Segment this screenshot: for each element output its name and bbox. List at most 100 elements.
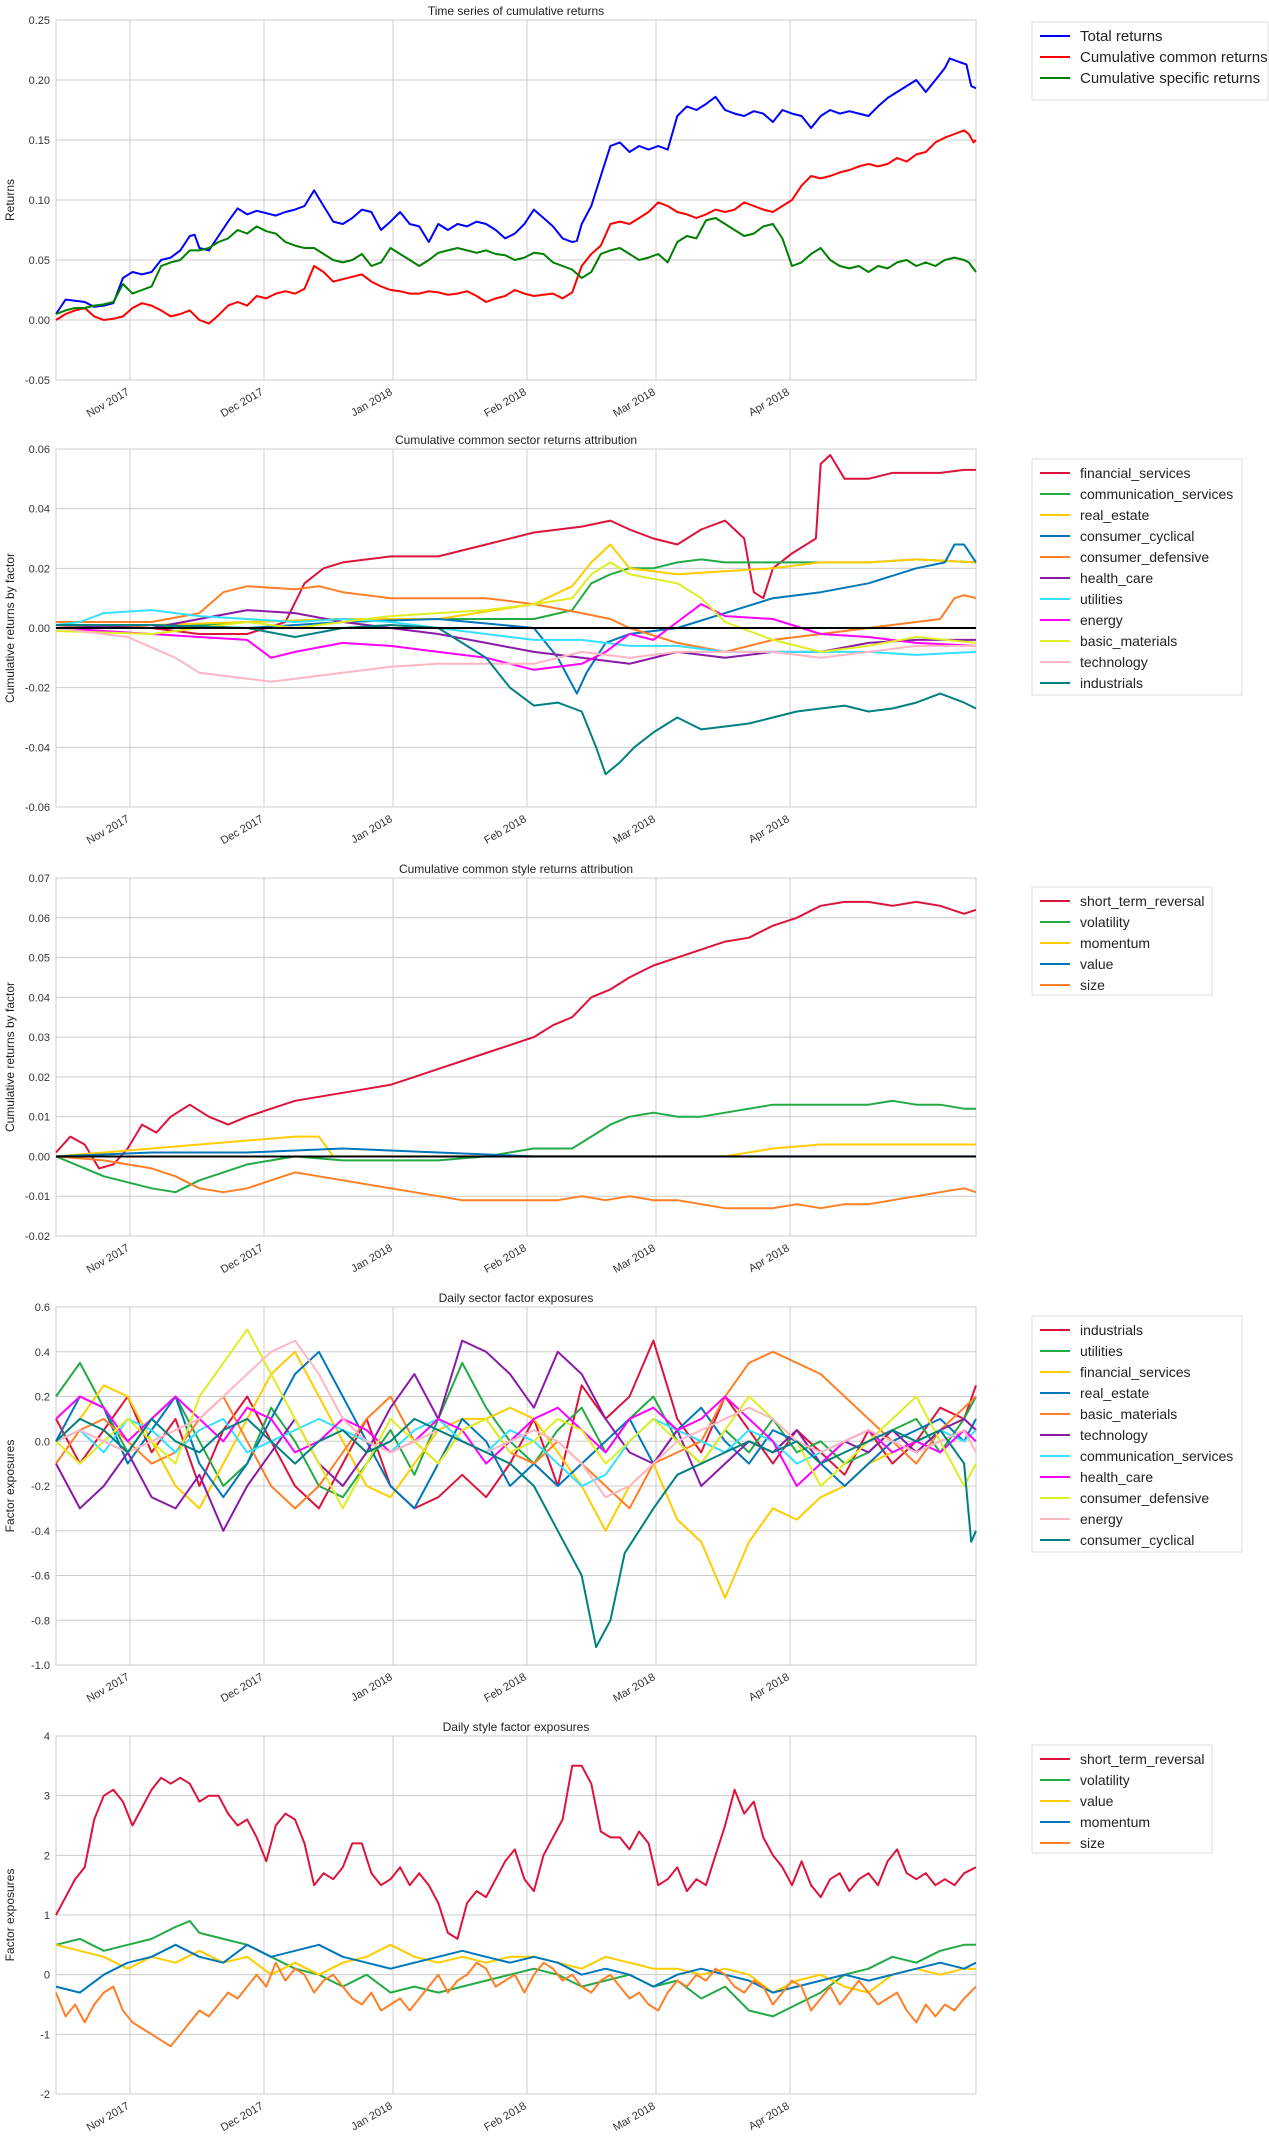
series-line-utilities [55, 609, 977, 656]
legend: Total returns Cumulative common returns Cu… [1031, 21, 1269, 101]
x-tick-label: Mar 2018 [611, 386, 657, 420]
y-tick-label: 0.4 [35, 1347, 50, 1359]
legend-label: volatility [1080, 1772, 1130, 1788]
chart-panel-2: -0.06 -0.04 -0.02 0.00 0.02 0.04 0.06 Nov 2017 D… [3, 433, 1243, 847]
series-line-volatility [55, 1099, 976, 1194]
y-tick-label: 0.0 [35, 1436, 50, 1448]
legend: financial_services communication_services… [1031, 458, 1243, 696]
y-tick-label: -0.06 [25, 802, 50, 814]
y-tick-label: 0 [44, 1970, 50, 1982]
legend-label: consumer_cyclical [1080, 1532, 1194, 1548]
x-tick-label: Jan 2018 [349, 1242, 394, 1275]
series-line-energy [55, 1339, 977, 1499]
y-tick-label: -0.02 [25, 1231, 50, 1243]
x-tick-label: Nov 2017 [85, 1242, 132, 1276]
x-tick-label: Nov 2017 [85, 2100, 132, 2134]
x-tick-label: Nov 2017 [85, 386, 132, 420]
x-tick-label: Dec 2017 [219, 1242, 266, 1276]
series-line-consumer-defensive [55, 1328, 977, 1510]
x-tick-label: Jan 2018 [349, 1671, 394, 1704]
series-line-short-term-reversal [55, 1764, 977, 1940]
chart-title: Daily sector factor exposures [439, 1291, 594, 1305]
y-tick-label: 0.02 [29, 563, 50, 575]
y-tick-label: 1 [44, 1910, 50, 1922]
legend-box [1031, 1315, 1243, 1553]
legend-label: communication_services [1080, 486, 1233, 502]
legend: short_term_reversal volatility value moment… [1031, 1744, 1213, 1854]
series-line-technology [55, 627, 976, 683]
y-axis-label: Factor exposures [3, 1440, 17, 1533]
x-tick-label: Dec 2017 [219, 813, 266, 847]
legend-label: short_term_reversal [1080, 1751, 1205, 1767]
series-line-size [55, 1961, 977, 2048]
y-tick-label: 0.20 [29, 75, 50, 87]
x-tick-label: Feb 2018 [482, 2100, 528, 2134]
legend-label: real_estate [1080, 1385, 1149, 1401]
x-tick-label: Feb 2018 [482, 813, 528, 847]
legend-label: Cumulative common returns [1080, 49, 1268, 66]
chart-title: Cumulative common sector returns attribu… [395, 433, 637, 447]
y-tick-label: 0.03 [29, 1032, 50, 1044]
y-tick-label: 0.6 [35, 1302, 50, 1314]
y-tick-label: 0.04 [29, 504, 50, 516]
x-tick-label: Dec 2017 [219, 1671, 266, 1705]
y-tick-label: -0.02 [25, 683, 50, 695]
x-tick-label: Feb 2018 [482, 1242, 528, 1276]
y-tick-label: -0.05 [25, 375, 50, 387]
y-axis-label: Returns [3, 179, 17, 221]
y-tick-label: 0.00 [29, 1151, 50, 1163]
series-line-value [55, 1943, 976, 1994]
series-line-volatility [55, 1920, 976, 2018]
series-line-size [55, 1155, 977, 1210]
y-tick-label: 0.04 [29, 992, 50, 1004]
y-tick-label: 0.01 [29, 1112, 50, 1124]
legend-box [1031, 1744, 1213, 1854]
legend-label: communication_services [1080, 1448, 1233, 1464]
legend-label: utilities [1080, 1343, 1123, 1359]
x-tick-label: Mar 2018 [611, 813, 657, 847]
x-tick-label: Feb 2018 [482, 1671, 528, 1705]
legend-label: basic_materials [1080, 633, 1177, 649]
legend-label: technology [1080, 1427, 1148, 1443]
legend-label: health_care [1080, 570, 1153, 586]
legend-label: momentum [1080, 1814, 1150, 1830]
y-tick-label: 0.2 [35, 1392, 50, 1404]
legend-box [1031, 886, 1213, 996]
series-line-basic-materials [55, 561, 977, 653]
series-line-momentum [55, 1943, 977, 1994]
legend-label: Total returns [1080, 28, 1163, 45]
y-tick-label: 0.05 [29, 953, 50, 965]
series-line-consumer-defensive [56, 585, 977, 653]
x-tick-label: Mar 2018 [611, 1671, 657, 1705]
legend: short_term_reversal volatility momentum val… [1031, 886, 1213, 996]
x-tick-label: Nov 2017 [85, 813, 132, 847]
y-axis-label: Cumulative returns by factor [3, 553, 17, 703]
x-tick-label: Feb 2018 [482, 386, 528, 420]
y-tick-label: -0.04 [25, 742, 50, 754]
legend-label: volatility [1080, 914, 1130, 930]
y-tick-label: 0.00 [29, 623, 50, 635]
y-tick-label: -1.0 [31, 1660, 50, 1672]
legend-label: value [1080, 956, 1114, 972]
y-tick-label: -0.8 [31, 1615, 50, 1627]
legend-label: health_care [1080, 1469, 1153, 1485]
legend-label: size [1080, 977, 1105, 993]
chart-title: Time series of cumulative returns [428, 4, 604, 18]
y-tick-label: 0.25 [29, 15, 50, 27]
legend-label: energy [1080, 1511, 1123, 1527]
legend-label: short_term_reversal [1080, 893, 1205, 909]
y-tick-label: 4 [44, 1731, 50, 1743]
y-tick-label: -0.4 [31, 1526, 50, 1538]
chart-title: Daily style factor exposures [443, 1720, 590, 1734]
legend-box [1031, 21, 1269, 101]
x-tick-label: Nov 2017 [85, 1671, 132, 1705]
chart-panel-1: -0.05 0.00 0.05 0.10 0.15 0.20 0.25 Nov 2017 Dec… [3, 4, 1269, 420]
y-tick-label: 0.00 [29, 315, 50, 327]
x-tick-label: Dec 2017 [219, 386, 266, 420]
legend-label: size [1080, 1835, 1105, 1851]
y-tick-label: -0.6 [31, 1571, 50, 1583]
y-tick-label: -1 [40, 2029, 50, 2041]
legend-label: real_estate [1080, 507, 1149, 523]
x-tick-label: Mar 2018 [611, 1242, 657, 1276]
series-line-cumulative-specific-returns [55, 217, 977, 315]
